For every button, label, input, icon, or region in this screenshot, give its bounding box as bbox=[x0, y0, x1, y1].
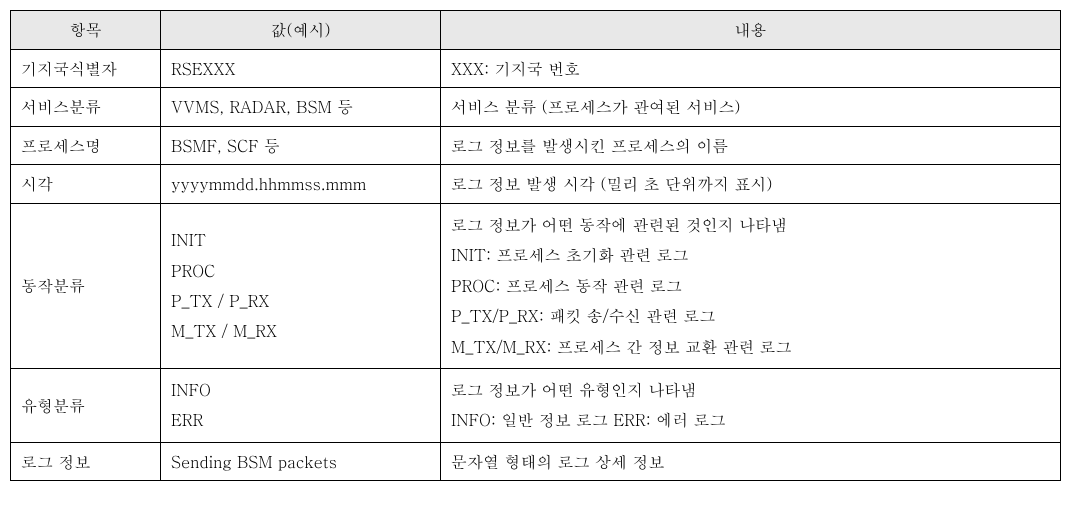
cell-item: 동작분류 bbox=[11, 203, 161, 368]
cell-item: 기지국식별자 bbox=[11, 49, 161, 88]
cell-value: RSEXXX bbox=[161, 49, 441, 88]
cell-desc: 서비스 분류 (프로세스가 관여된 서비스) bbox=[441, 88, 1061, 127]
cell-value: BSMF, SCF 등 bbox=[161, 126, 441, 165]
cell-item: 유형분류 bbox=[11, 368, 161, 442]
header-desc: 내용 bbox=[441, 11, 1061, 50]
table-row: 서비스분류 VVMS, RADAR, BSM 등 서비스 분류 (프로세스가 관… bbox=[11, 88, 1061, 127]
log-format-table: 항목 값(예시) 내용 기지국식별자 RSEXXX XXX: 기지국 번호 서비… bbox=[10, 10, 1061, 481]
cell-value: yyyymmdd.hhmmss.mmm bbox=[161, 165, 441, 204]
cell-desc: 로그 정보를 발생시킨 프로세스의 이름 bbox=[441, 126, 1061, 165]
table-header-row: 항목 값(예시) 내용 bbox=[11, 11, 1061, 50]
table-row: 로그 정보 Sending BSM packets 문자열 형태의 로그 상세 … bbox=[11, 442, 1061, 481]
cell-item: 서비스분류 bbox=[11, 88, 161, 127]
table-row: 유형분류 INFO ERR 로그 정보가 어떤 유형인지 나타냄 INFO: 일… bbox=[11, 368, 1061, 442]
cell-item: 프로세스명 bbox=[11, 126, 161, 165]
table-row: 기지국식별자 RSEXXX XXX: 기지국 번호 bbox=[11, 49, 1061, 88]
cell-value: VVMS, RADAR, BSM 등 bbox=[161, 88, 441, 127]
cell-item: 로그 정보 bbox=[11, 442, 161, 481]
header-value: 값(예시) bbox=[161, 11, 441, 50]
cell-desc: 로그 정보 발생 시각 (밀리 초 단위까지 표시) bbox=[441, 165, 1061, 204]
cell-desc: 로그 정보가 어떤 동작에 관련된 것인지 나타냄 INIT: 프로세스 초기화… bbox=[441, 203, 1061, 368]
cell-value: Sending BSM packets bbox=[161, 442, 441, 481]
table-row: 프로세스명 BSMF, SCF 등 로그 정보를 발생시킨 프로세스의 이름 bbox=[11, 126, 1061, 165]
cell-desc: 로그 정보가 어떤 유형인지 나타냄 INFO: 일반 정보 로그 ERR: 에… bbox=[441, 368, 1061, 442]
cell-value: INFO ERR bbox=[161, 368, 441, 442]
cell-item: 시각 bbox=[11, 165, 161, 204]
cell-value: INIT PROC P_TX / P_RX M_TX / M_RX bbox=[161, 203, 441, 368]
header-item: 항목 bbox=[11, 11, 161, 50]
cell-desc: 문자열 형태의 로그 상세 정보 bbox=[441, 442, 1061, 481]
table-row: 시각 yyyymmdd.hhmmss.mmm 로그 정보 발생 시각 (밀리 초… bbox=[11, 165, 1061, 204]
cell-desc: XXX: 기지국 번호 bbox=[441, 49, 1061, 88]
table-row: 동작분류 INIT PROC P_TX / P_RX M_TX / M_RX 로… bbox=[11, 203, 1061, 368]
